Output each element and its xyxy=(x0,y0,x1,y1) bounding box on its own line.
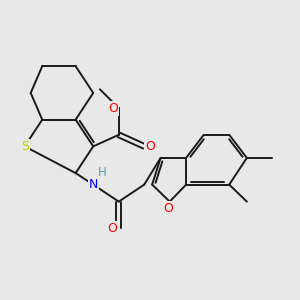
Text: H: H xyxy=(98,166,107,179)
Text: O: O xyxy=(108,102,118,115)
Text: O: O xyxy=(163,202,173,215)
Text: N: N xyxy=(88,178,98,191)
Text: O: O xyxy=(107,222,117,235)
Text: S: S xyxy=(21,140,28,153)
Text: O: O xyxy=(145,140,154,153)
